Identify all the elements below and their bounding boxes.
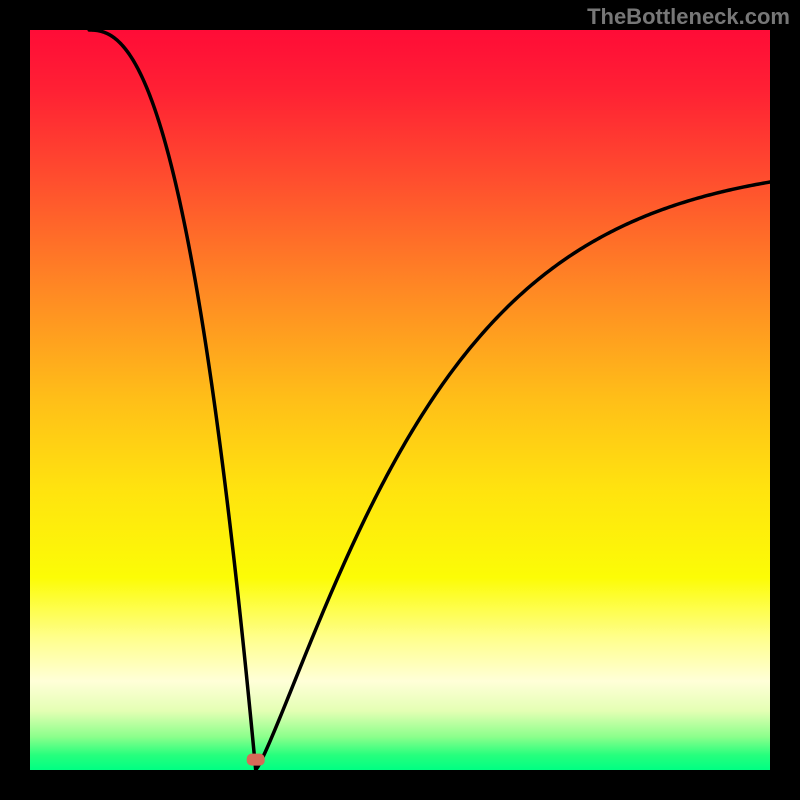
chart-container: { "watermark": "TheBottleneck.com", "cha… (0, 0, 800, 800)
watermark-text: TheBottleneck.com (587, 4, 790, 30)
bottleneck-chart (0, 0, 800, 800)
plot-background (30, 30, 770, 770)
optimal-point-marker (247, 754, 265, 766)
